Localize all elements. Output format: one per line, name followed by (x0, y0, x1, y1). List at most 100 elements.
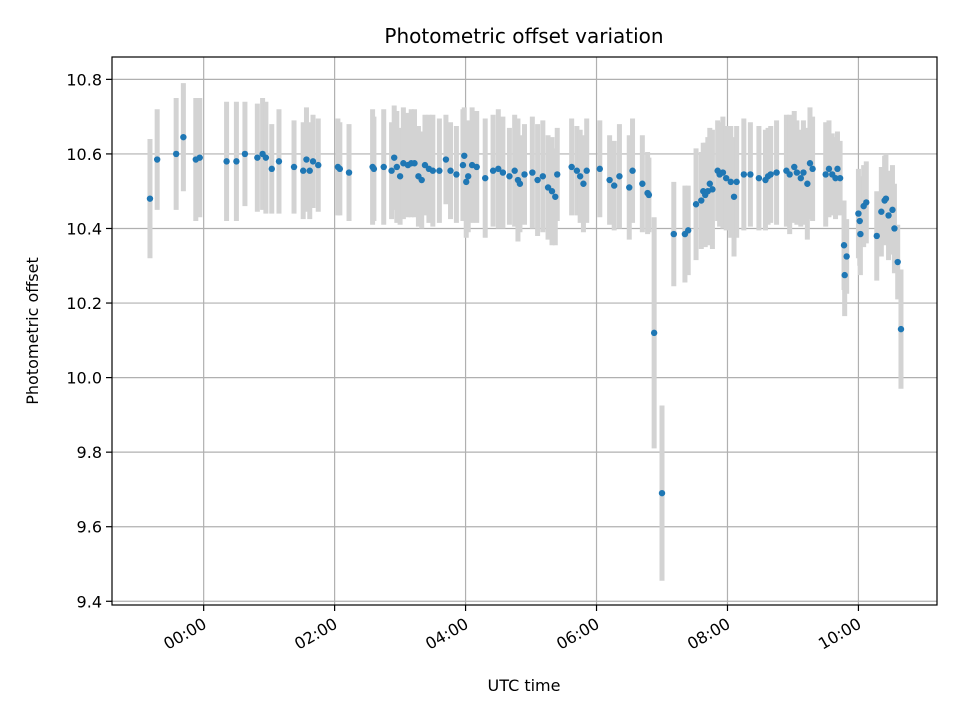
data-point (889, 206, 896, 214)
data-point (684, 227, 692, 234)
data-point (611, 182, 618, 189)
data-point (773, 169, 780, 176)
data-point (836, 174, 844, 182)
data-point (596, 165, 603, 173)
data-point (733, 178, 740, 186)
plot-frame (111, 56, 938, 606)
data-point (583, 167, 590, 174)
data-point (464, 173, 472, 180)
data-point (639, 180, 646, 187)
data-point (885, 212, 892, 219)
y-tick-label: 10.4 (66, 219, 102, 238)
data-point (521, 171, 528, 178)
data-point (534, 176, 541, 184)
data-point (463, 178, 470, 186)
data-point (442, 156, 450, 163)
data-point (856, 217, 863, 225)
data-point (461, 152, 468, 159)
data-point (495, 165, 502, 173)
data-point (568, 163, 575, 171)
data-point (290, 163, 298, 171)
data-point (791, 163, 798, 171)
data-point (897, 325, 905, 333)
data-point (223, 158, 230, 165)
data-point (516, 180, 524, 187)
data-point (299, 167, 307, 174)
data-point (727, 178, 734, 186)
data-point (268, 165, 275, 173)
data-point (841, 271, 848, 279)
data-point (894, 258, 901, 266)
data-point (336, 165, 344, 173)
data-point (878, 208, 885, 215)
data-point (834, 165, 841, 173)
data-point (873, 232, 880, 240)
data-point (804, 180, 811, 187)
y-tick-label: 10.8 (66, 70, 102, 89)
x-axis-label: UTC time (488, 676, 561, 695)
data-point (499, 169, 507, 176)
data-point (755, 174, 763, 182)
data-point (429, 167, 437, 174)
data-point (692, 201, 700, 208)
data-point (650, 329, 658, 337)
data-point (606, 176, 613, 184)
data-point (767, 171, 774, 178)
data-point (196, 154, 203, 161)
data-point (396, 173, 404, 180)
data-point (345, 169, 353, 176)
data-point (411, 160, 418, 167)
data-point (303, 156, 310, 163)
data-point (822, 171, 829, 178)
data-point (275, 158, 283, 165)
data-points (146, 133, 905, 497)
data-point (882, 195, 890, 202)
data-point (616, 173, 623, 180)
chart-title: Photometric offset variation (384, 24, 663, 48)
data-point (506, 173, 513, 180)
data-point (436, 167, 443, 174)
data-point (309, 158, 317, 165)
data-point (740, 171, 748, 178)
data-point (855, 210, 862, 217)
data-point (832, 174, 839, 182)
data-point (576, 173, 584, 180)
data-point (146, 195, 154, 202)
data-point (806, 160, 814, 167)
data-point (393, 163, 401, 171)
data-point (241, 150, 249, 158)
data-point (180, 133, 187, 141)
data-point (554, 171, 561, 178)
data-point (793, 169, 801, 176)
data-point (580, 180, 587, 187)
data-point (233, 158, 240, 165)
data-point (670, 230, 677, 238)
data-point (388, 167, 395, 174)
data-point (730, 193, 738, 200)
data-point (658, 489, 666, 497)
data-point (843, 253, 850, 260)
data-point (786, 171, 793, 178)
data-point (706, 180, 713, 187)
y-tick-label: 10.0 (66, 369, 102, 388)
y-axis-ticks: 9.4 9.6 9.8 10.0 10.2 10.4 10.6 10.8 (66, 70, 112, 611)
data-point (447, 167, 454, 174)
data-point (489, 167, 497, 174)
data-point (840, 242, 848, 249)
data-point (722, 174, 730, 182)
data-point (863, 199, 870, 206)
data-point (482, 174, 489, 182)
data-point (719, 169, 727, 176)
data-point (709, 186, 716, 193)
data-point (473, 163, 480, 171)
data-point (797, 174, 805, 182)
data-point (153, 156, 161, 163)
data-point (306, 167, 313, 174)
data-point (172, 150, 180, 158)
data-point (698, 197, 705, 204)
data-point (370, 165, 378, 173)
data-point (800, 169, 807, 176)
data-point (380, 163, 387, 171)
